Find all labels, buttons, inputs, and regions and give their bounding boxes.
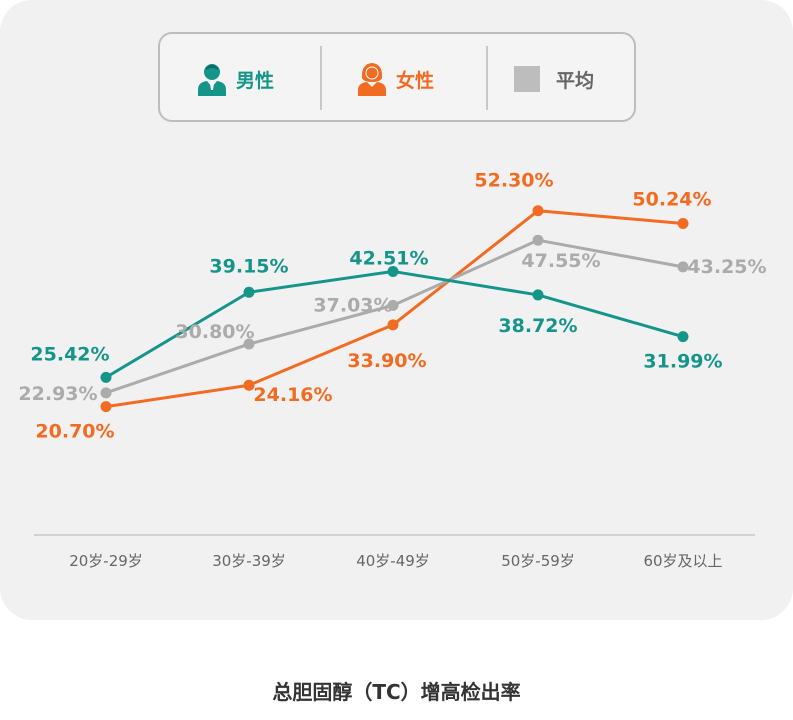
female-person-icon xyxy=(358,63,386,96)
data-label: 43.25% xyxy=(687,256,766,278)
data-point xyxy=(243,338,255,350)
line-chart: 20岁-29岁 30岁-39岁 40岁-49岁 50岁-59岁 60岁及以上 20.70%… xyxy=(18,170,766,570)
data-point xyxy=(243,286,255,298)
data-point xyxy=(100,401,112,413)
x-tick-label: 30岁-39岁 xyxy=(212,552,286,570)
average-swatch-icon xyxy=(514,66,540,92)
data-label: 38.72% xyxy=(498,315,577,337)
data-label: 33.90% xyxy=(347,350,426,372)
data-label: 22.93% xyxy=(18,383,97,405)
data-point xyxy=(677,218,689,230)
data-point xyxy=(387,299,399,311)
data-point xyxy=(677,331,689,343)
legend-item-female[interactable]: 女性 xyxy=(356,34,434,124)
data-label: 25.42% xyxy=(30,343,109,365)
legend-item-male[interactable]: 男性 xyxy=(196,34,274,124)
data-label: 31.99% xyxy=(643,351,722,373)
data-point xyxy=(677,261,689,273)
data-label: 52.30% xyxy=(474,170,553,192)
chart-legend: 男性 女性 平均 xyxy=(158,32,636,122)
data-point xyxy=(387,265,399,277)
data-label: 30.80% xyxy=(175,321,254,343)
data-label: 24.16% xyxy=(253,384,332,406)
legend-average-label: 平均 xyxy=(556,69,595,92)
legend-divider xyxy=(486,46,488,110)
data-point xyxy=(532,289,544,301)
chart-caption: 总胆固醇（TC）增高检出率 xyxy=(272,680,521,704)
data-label: 37.03% xyxy=(313,294,392,316)
data-point xyxy=(532,234,544,246)
data-label: 39.15% xyxy=(209,255,288,277)
data-point xyxy=(532,205,544,217)
legend-female-label: 女性 xyxy=(396,69,435,92)
x-tick-label: 60岁及以上 xyxy=(643,552,722,570)
data-point xyxy=(100,371,112,383)
data-label: 20.70% xyxy=(35,421,114,443)
x-tick-label: 50岁-59岁 xyxy=(501,552,575,570)
legend-male-label: 男性 xyxy=(236,69,275,92)
data-point xyxy=(387,319,399,331)
male-person-icon xyxy=(198,64,226,96)
legend-item-average[interactable]: 平均 xyxy=(514,34,594,124)
data-label: 42.51% xyxy=(349,247,428,269)
data-point xyxy=(100,387,112,399)
data-label: 47.55% xyxy=(521,250,600,272)
data-point xyxy=(243,379,255,391)
x-tick-label: 20岁-29岁 xyxy=(69,552,143,570)
legend-divider xyxy=(320,46,322,110)
data-label: 50.24% xyxy=(632,189,711,211)
x-tick-label: 40岁-49岁 xyxy=(356,552,430,570)
